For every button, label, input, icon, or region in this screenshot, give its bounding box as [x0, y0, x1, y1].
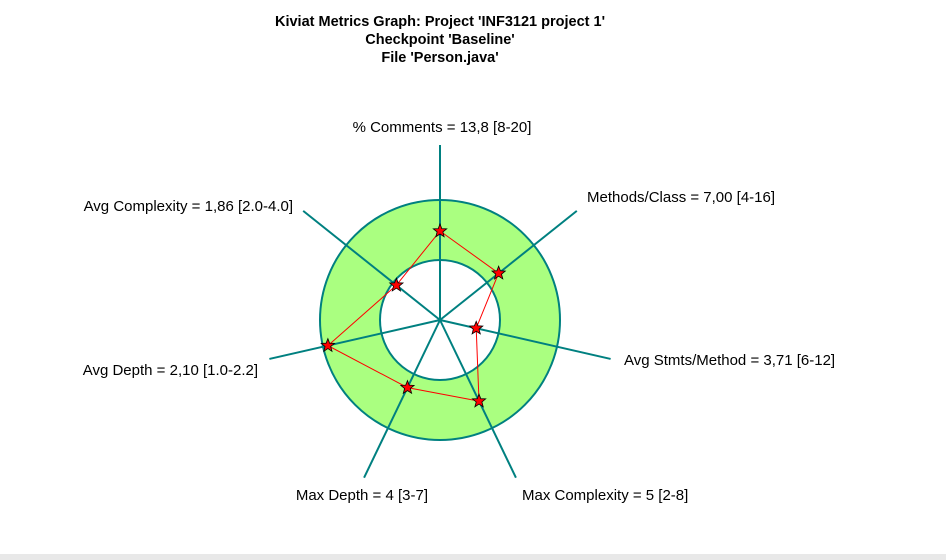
metric-point-4 — [471, 392, 487, 408]
axis-label-3: Avg Stmts/Method = 3,71 [6-12] — [624, 352, 835, 369]
axis-label-6: Avg Depth = 2,10 [1.0-2.2] — [83, 362, 258, 379]
metric-point-6 — [320, 337, 336, 353]
metric-point-2 — [490, 265, 507, 280]
chart-title-line-3: File 'Person.java' — [381, 50, 499, 66]
metric-polygon — [327, 230, 500, 402]
chart-title-line-2: Checkpoint 'Baseline' — [365, 32, 515, 48]
axis-line-6 — [269, 319, 441, 360]
axis-label-7: Avg Complexity = 1,86 [2.0-4.0] — [84, 198, 293, 215]
chart-title: Kiviat Metrics Graph: Project 'INF3121 p… — [0, 13, 880, 67]
metric-point-5 — [399, 379, 416, 395]
axis-label-4: Max Complexity = 5 [2-8] — [522, 487, 688, 504]
axis-line-3 — [439, 319, 611, 360]
bottom-strip — [0, 554, 946, 560]
axis-line-7 — [302, 210, 441, 321]
chart-title-line-1: Kiviat Metrics Graph: Project 'INF3121 p… — [274, 14, 606, 30]
axis-label-2: Methods/Class = 7,00 [4-16] — [587, 189, 775, 206]
metric-point-1 — [432, 222, 448, 238]
axis-label-5: Max Depth = 4 [3-7] — [296, 487, 428, 504]
metric-point-7 — [388, 277, 405, 292]
axis-line-2 — [439, 210, 578, 321]
metric-point-3 — [468, 320, 484, 335]
axis-label-1: % Comments = 13,8 [8-20] — [353, 119, 532, 136]
range-band — [320, 200, 560, 440]
axis-line-5 — [363, 319, 441, 479]
